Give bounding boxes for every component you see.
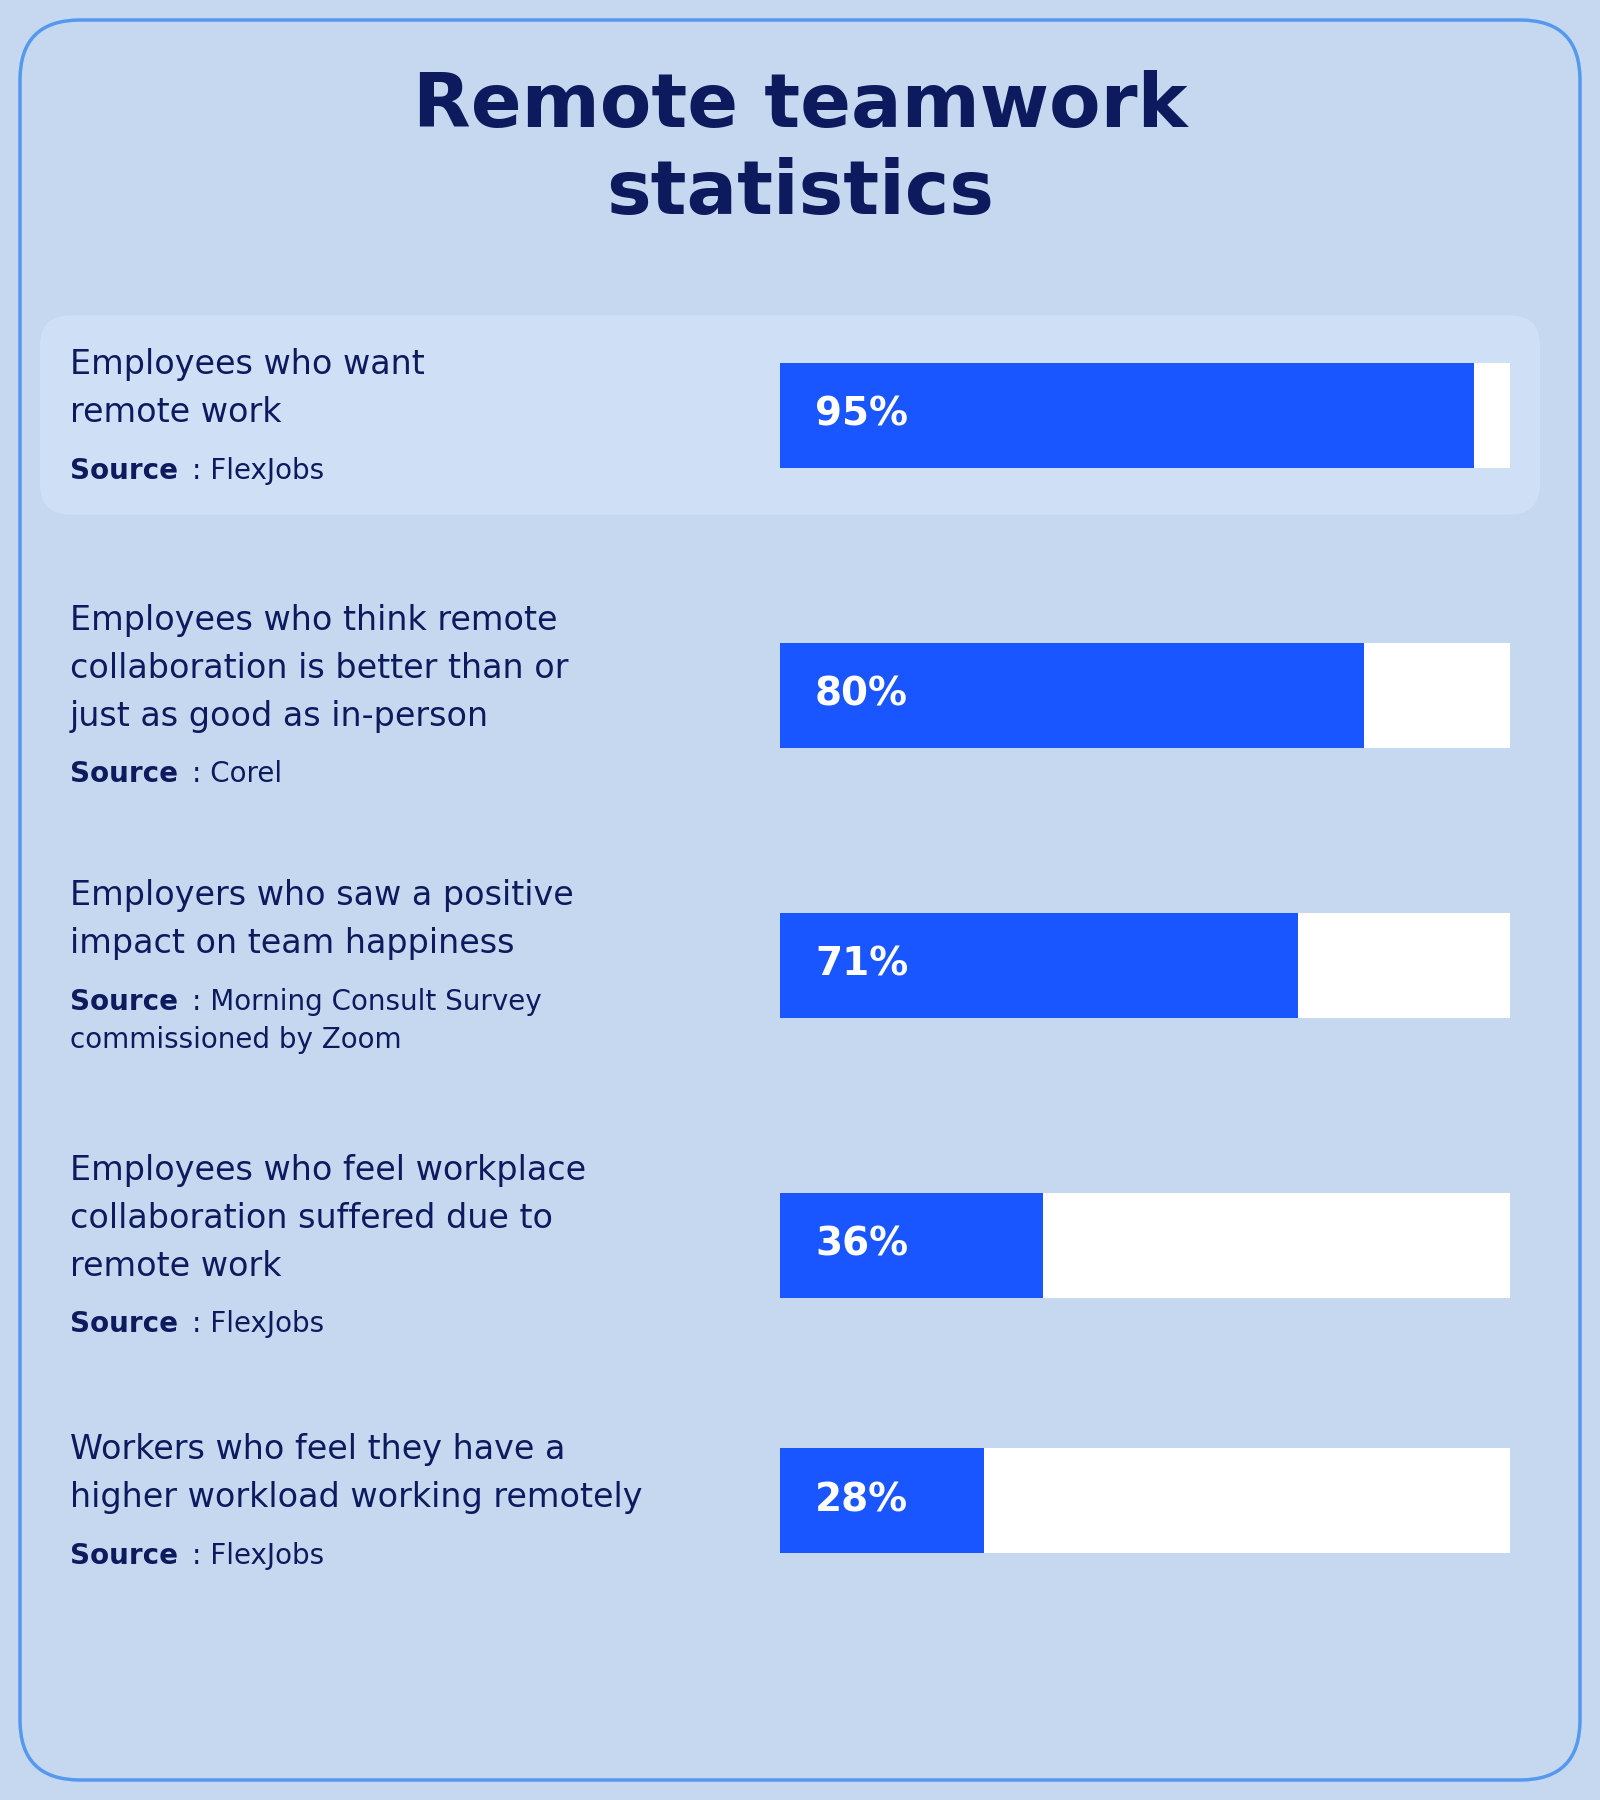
Text: 28%: 28% xyxy=(814,1481,909,1519)
Text: just as good as in-person: just as good as in-person xyxy=(70,700,490,733)
Text: higher workload working remotely: higher workload working remotely xyxy=(70,1481,643,1514)
Text: 95%: 95% xyxy=(814,396,909,434)
FancyBboxPatch shape xyxy=(781,643,1510,747)
Text: Source: Source xyxy=(70,1310,178,1339)
Text: Source: Source xyxy=(70,457,178,484)
Text: commissioned by Zoom: commissioned by Zoom xyxy=(70,1026,402,1053)
Text: Source: Source xyxy=(70,1541,178,1570)
FancyBboxPatch shape xyxy=(40,315,1539,515)
Text: 71%: 71% xyxy=(814,947,909,985)
Text: remote work: remote work xyxy=(70,1249,282,1283)
FancyBboxPatch shape xyxy=(781,1193,1043,1298)
Text: impact on team happiness: impact on team happiness xyxy=(70,927,515,959)
FancyBboxPatch shape xyxy=(781,913,1510,1017)
Text: : FlexJobs: : FlexJobs xyxy=(192,1310,325,1339)
FancyBboxPatch shape xyxy=(781,1447,1510,1552)
Text: 80%: 80% xyxy=(814,677,909,715)
Text: collaboration is better than or: collaboration is better than or xyxy=(70,652,568,686)
Text: remote work: remote work xyxy=(70,396,282,428)
Text: Workers who feel they have a: Workers who feel they have a xyxy=(70,1433,565,1465)
FancyBboxPatch shape xyxy=(19,20,1581,1780)
Text: 36%: 36% xyxy=(814,1226,909,1264)
Text: : Morning Consult Survey: : Morning Consult Survey xyxy=(192,988,542,1015)
Text: Source: Source xyxy=(70,988,178,1015)
FancyBboxPatch shape xyxy=(781,362,1510,468)
FancyBboxPatch shape xyxy=(781,643,1363,747)
Text: Source: Source xyxy=(70,760,178,788)
FancyBboxPatch shape xyxy=(781,362,1474,468)
Text: : FlexJobs: : FlexJobs xyxy=(192,457,325,484)
Text: Employers who saw a positive: Employers who saw a positive xyxy=(70,878,574,913)
Text: : Corel: : Corel xyxy=(192,760,282,788)
FancyBboxPatch shape xyxy=(781,1193,1510,1298)
Text: Employees who want: Employees who want xyxy=(70,347,424,382)
FancyBboxPatch shape xyxy=(781,913,1298,1017)
Text: : FlexJobs: : FlexJobs xyxy=(192,1541,325,1570)
FancyBboxPatch shape xyxy=(781,1447,984,1552)
Text: Employees who think remote: Employees who think remote xyxy=(70,605,557,637)
Text: Remote teamwork
statistics: Remote teamwork statistics xyxy=(413,70,1187,230)
Text: collaboration suffered due to: collaboration suffered due to xyxy=(70,1202,554,1235)
Text: Employees who feel workplace: Employees who feel workplace xyxy=(70,1154,586,1186)
